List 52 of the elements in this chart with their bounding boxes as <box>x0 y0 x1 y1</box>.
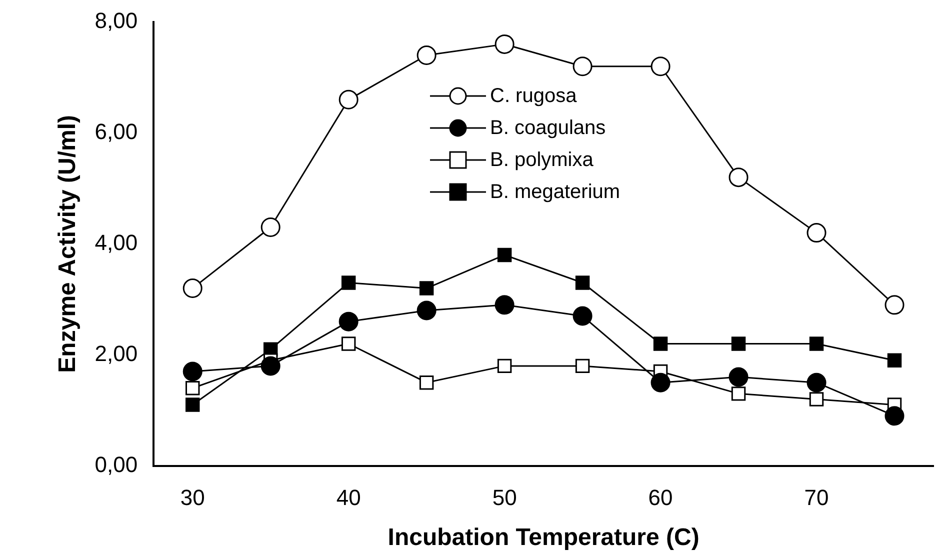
point <box>884 406 904 426</box>
point <box>341 276 356 290</box>
x-tick-label: 30 <box>180 485 205 510</box>
point <box>809 336 824 351</box>
point <box>731 386 746 401</box>
point <box>341 336 356 351</box>
point <box>806 372 826 392</box>
y-tick-label: 6,00 <box>94 119 138 144</box>
point <box>186 381 200 396</box>
y-axis-title: Enzyme Activity (U/ml) <box>54 114 82 373</box>
point <box>650 56 670 76</box>
point <box>572 56 592 76</box>
point <box>416 46 436 66</box>
legend-label: B. polymixa <box>490 148 594 173</box>
x-tick-label: 60 <box>648 485 673 510</box>
point <box>572 306 592 326</box>
y-tick-label: 8,00 <box>94 8 138 34</box>
point <box>575 276 590 290</box>
y-tick-label: 0,00 <box>94 452 138 477</box>
legend-label: B. megaterium <box>490 180 620 205</box>
point <box>338 312 358 332</box>
point <box>497 358 512 374</box>
point <box>419 281 434 296</box>
point <box>260 218 280 238</box>
point <box>494 295 514 315</box>
point <box>419 375 434 390</box>
x-tick-label: 40 <box>336 485 361 510</box>
x-tick-label: 50 <box>492 485 517 510</box>
point <box>338 90 358 110</box>
point <box>653 336 668 351</box>
x-tick-label: 70 <box>804 485 829 510</box>
point <box>260 356 280 376</box>
point <box>884 295 904 315</box>
point <box>182 278 202 298</box>
legend-label: C. rugosa <box>490 84 577 109</box>
point <box>182 362 202 382</box>
x-axis-title: Incubation Temperature (C) <box>388 524 700 552</box>
y-tick-label: 2,00 <box>94 340 138 366</box>
point <box>497 248 512 262</box>
point <box>809 392 824 406</box>
point <box>650 372 670 392</box>
point <box>728 168 748 188</box>
point <box>416 300 436 320</box>
point <box>186 398 200 412</box>
point <box>575 358 590 374</box>
legend-label: B. coagulans <box>490 116 606 141</box>
point <box>728 367 748 387</box>
point <box>731 336 746 351</box>
point <box>806 223 826 243</box>
point <box>887 353 902 368</box>
point <box>494 34 514 54</box>
y-tick-label: 4,00 <box>94 230 138 255</box>
